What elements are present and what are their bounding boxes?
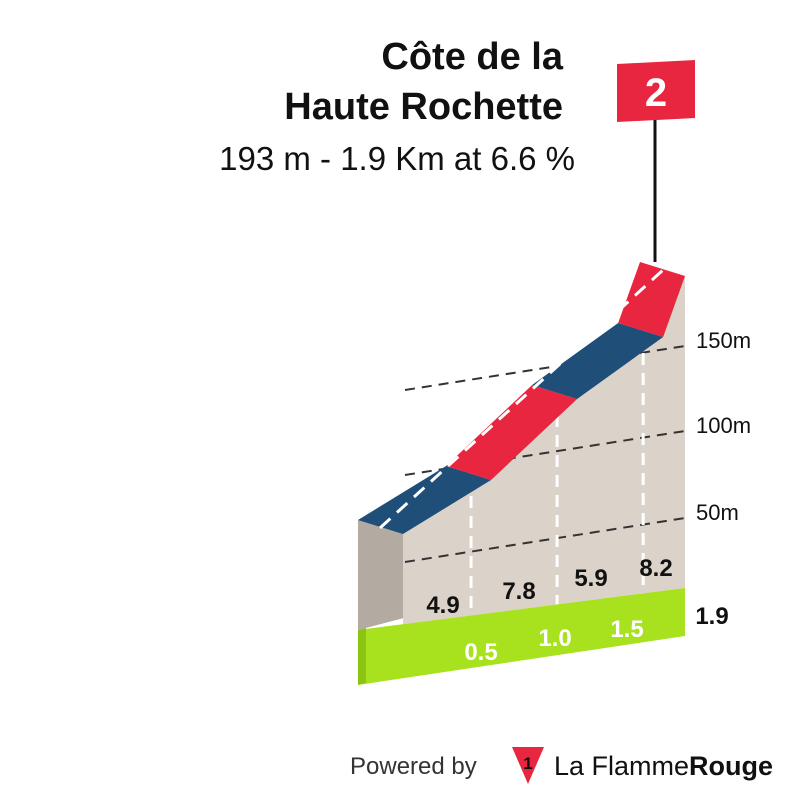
- distance-tick-label: 1.0: [538, 625, 571, 652]
- brand-name-bold: Rouge: [689, 751, 773, 781]
- road-centerline: [378, 268, 665, 530]
- climb-stats: 193 m - 1.9 Km at 6.6 %: [219, 140, 575, 177]
- gradient-ribbon-blue: [532, 323, 664, 399]
- distance-base-side: [358, 628, 366, 685]
- gradient-label: 7.8: [502, 578, 535, 605]
- km-dividers: [469, 333, 645, 616]
- distance-end-label: 1.9: [695, 603, 728, 630]
- elevation-labels: 50m 100m 150m: [696, 328, 751, 525]
- gradient-label: 4.9: [426, 592, 459, 619]
- gradient-label: 8.2: [639, 555, 672, 582]
- gradient-ribbons: [358, 262, 685, 534]
- category-flag: [617, 60, 695, 122]
- gridline: [404, 517, 686, 563]
- gridline: [404, 345, 686, 391]
- powered-by-label: Powered by: [350, 753, 477, 780]
- gradient-ribbon-red: [618, 262, 685, 337]
- climb-title-line1: Côte de la: [381, 36, 563, 78]
- gridline: [404, 430, 686, 476]
- profile-left-side: [358, 520, 403, 630]
- elevation-gridlines: [404, 345, 686, 563]
- logo-number: 1: [523, 754, 532, 773]
- category-flag-number: 2: [645, 71, 667, 115]
- gradient-ribbon-red: [446, 385, 578, 480]
- footer-brand: Powered by 1 La FlammeRouge: [350, 747, 773, 784]
- climb-title-line2: Haute Rochette: [284, 86, 563, 128]
- footer: Powered by 1 La FlammeRouge: [350, 745, 800, 785]
- elevation-tick-label: 50m: [696, 500, 739, 525]
- gradient-ribbon-blue: [358, 466, 492, 534]
- distance-tick-label: 0.5: [464, 639, 497, 666]
- distance-tick-label: 1.5: [610, 616, 643, 643]
- brand-name-light: La Flamme: [554, 751, 689, 781]
- gradient-label: 5.9: [574, 565, 607, 592]
- distance-base: [358, 588, 685, 685]
- elevation-tick-label: 150m: [696, 328, 751, 353]
- distance-labels: 0.5 1.0 1.5: [464, 616, 643, 666]
- gradient-labels: 4.9 7.8 5.9 8.2: [426, 555, 672, 619]
- flamme-rouge-logo-icon: 1: [512, 747, 544, 784]
- elevation-tick-label: 100m: [696, 413, 751, 438]
- brand-name: La FlammeRouge: [554, 751, 773, 781]
